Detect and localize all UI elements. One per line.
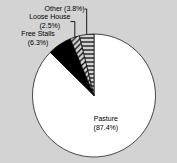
svg-text:Other (3.8%): Other (3.8%)	[45, 5, 85, 13]
svg-text:Free Stalls(6.3%): Free Stalls(6.3%)	[21, 30, 55, 47]
svg-text:Pasture(87.4%): Pasture(87.4%)	[94, 115, 119, 132]
svg-text:Loose House(2.5%): Loose House(2.5%)	[29, 13, 70, 30]
